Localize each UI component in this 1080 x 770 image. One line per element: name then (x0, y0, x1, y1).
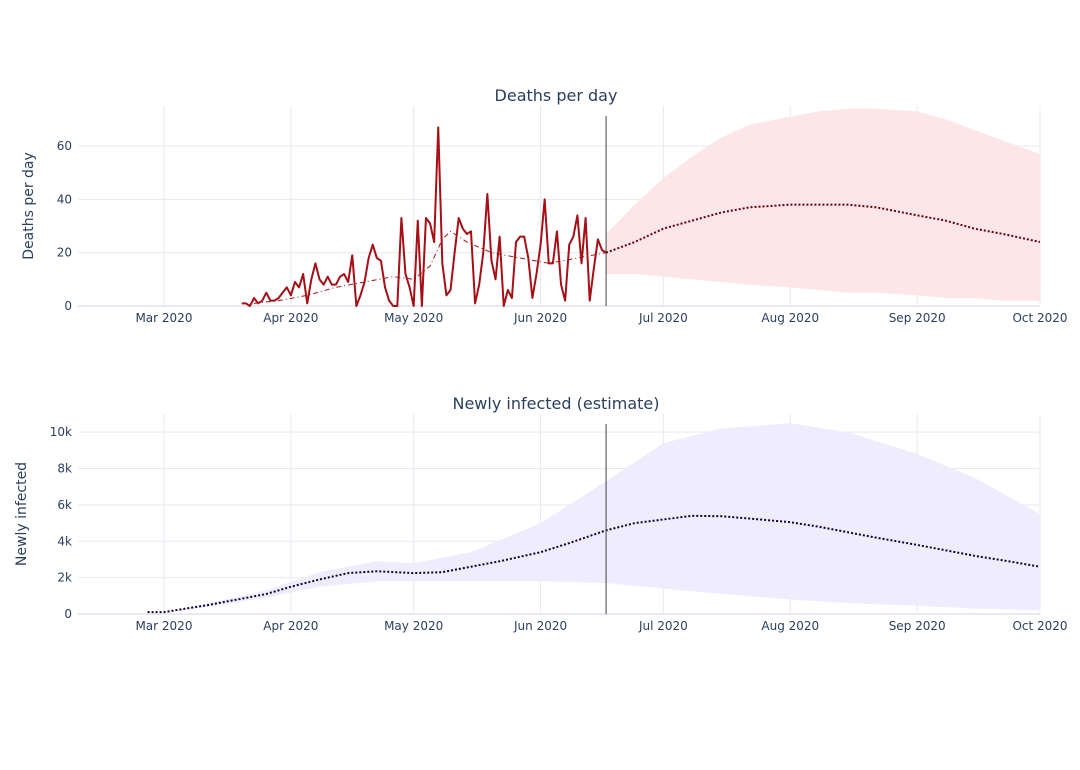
deaths-x-tick-label: Apr 2020 (263, 311, 318, 325)
infected-x-tick-label: Apr 2020 (263, 619, 318, 633)
deaths-y-tick-label: 0 (64, 299, 72, 313)
infected-x-tick-label: Jun 2020 (513, 619, 567, 633)
infected-y-tick-label: 8k (57, 462, 72, 476)
deaths-x-tick-label: Aug 2020 (761, 311, 819, 325)
deaths-panel: Deaths per day Deaths per day Mar 2020 Ap… (21, 86, 1068, 325)
infected-y-tick-label: 4k (57, 534, 72, 548)
infected-band (163, 423, 1041, 613)
infected-x-tick-label: Sep 2020 (889, 619, 946, 633)
infected-x-tick-label: Aug 2020 (761, 619, 819, 633)
infected-x-tick-label: Jul 2020 (638, 619, 688, 633)
infected-x-tick-label: Mar 2020 (135, 619, 192, 633)
infected-y-axis: 0 2k 4k 6k 8k 10k (50, 425, 72, 621)
infected-series (147, 514, 1041, 614)
deaths-y-tick-label: 60 (57, 139, 72, 153)
infected-panel: Newly infected (estimate) Newly infected… (14, 394, 1068, 633)
deaths-smoothed-line (253, 230, 607, 304)
deaths-x-tick-label: Jun 2020 (513, 311, 567, 325)
infected-forecast-line (147, 514, 1041, 614)
deaths-y-axis-label: Deaths per day (21, 152, 37, 260)
deaths-chart-title: Deaths per day (495, 86, 618, 105)
deaths-observed-line (241, 126, 607, 307)
deaths-x-tick-label: May 2020 (384, 311, 443, 325)
infected-y-tick-label: 0 (64, 607, 72, 621)
infected-uncertainty-band (163, 423, 1041, 613)
deaths-x-tick-label: Sep 2020 (889, 311, 946, 325)
deaths-x-axis: Mar 2020 Apr 2020 May 2020 Jun 2020 Jul 2020… (135, 311, 1067, 325)
infected-y-axis-label: Newly infected (14, 462, 30, 566)
deaths-y-tick-label: 40 (57, 192, 72, 206)
infected-y-tick-label: 10k (50, 425, 72, 439)
deaths-x-tick-label: Oct 2020 (1012, 311, 1067, 325)
deaths-y-tick-label: 20 (57, 246, 72, 260)
infected-y-tick-label: 6k (57, 498, 72, 512)
deaths-x-tick-label: Mar 2020 (135, 311, 192, 325)
infected-x-axis: Mar 2020 Apr 2020 May 2020 Jun 2020 Jul 2020… (135, 619, 1067, 633)
infected-chart-title: Newly infected (estimate) (452, 394, 659, 413)
infected-x-tick-label: Oct 2020 (1012, 619, 1067, 633)
deaths-series (241, 126, 1041, 307)
deaths-forecast-line (605, 203, 1041, 254)
deaths-x-tick-label: Jul 2020 (638, 311, 688, 325)
deaths-y-axis: 0 20 40 60 (57, 139, 72, 313)
infected-x-tick-label: May 2020 (384, 619, 443, 633)
infected-y-tick-label: 2k (57, 571, 72, 585)
